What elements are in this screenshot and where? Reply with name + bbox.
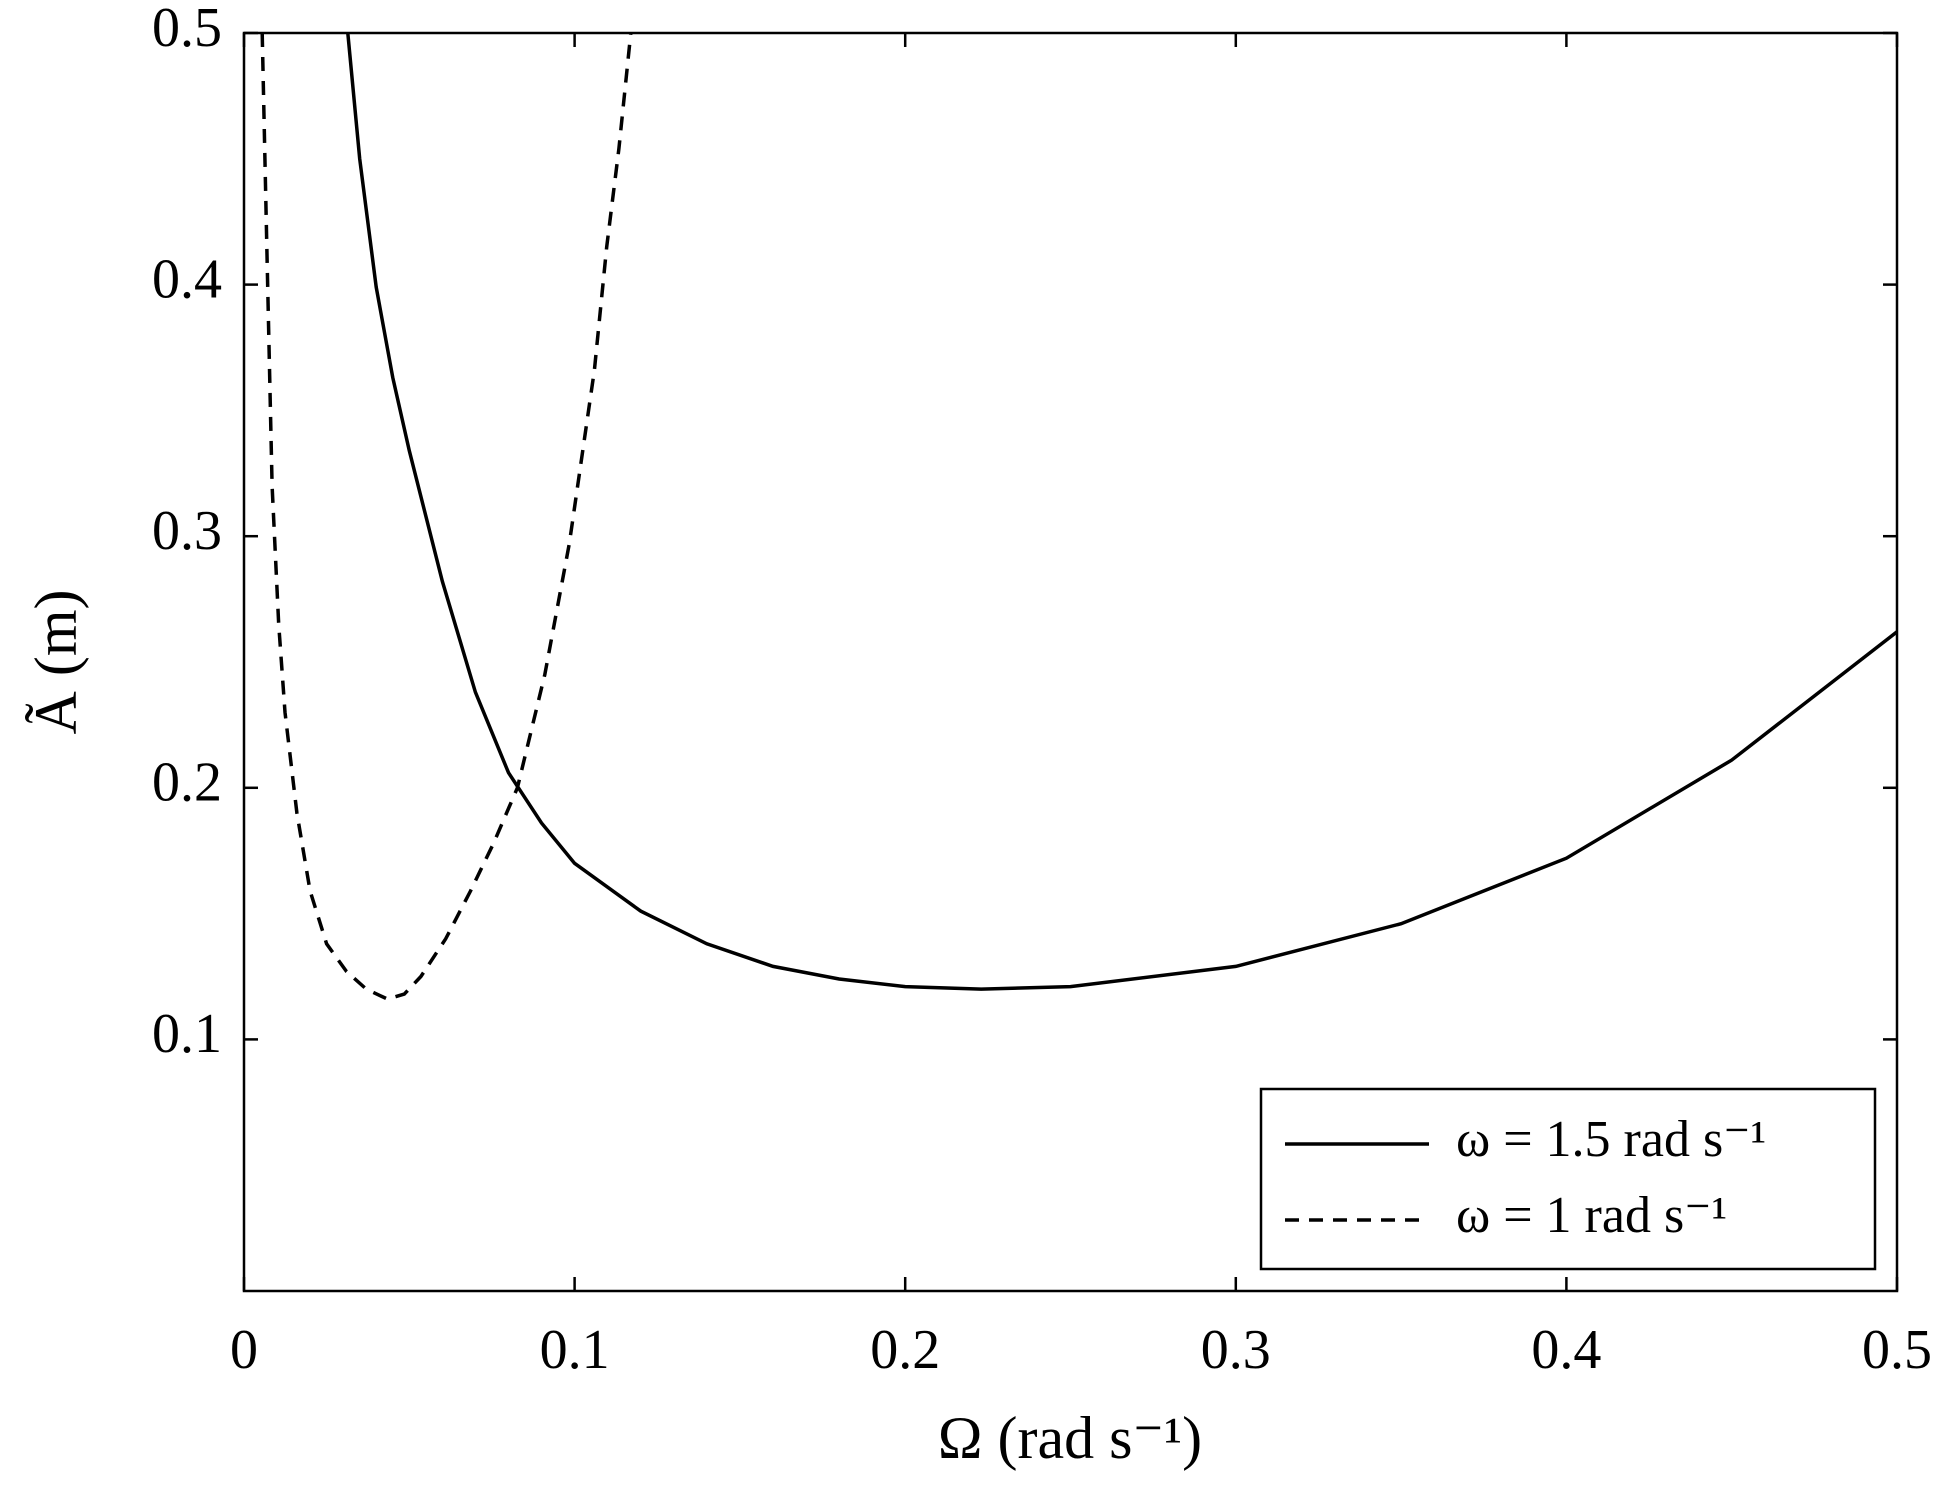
legend-label: ω = 1.5 rad s⁻¹ bbox=[1456, 1111, 1766, 1168]
x-tick-label: 0.2 bbox=[870, 1319, 940, 1381]
y-tick-label: 0.2 bbox=[152, 752, 222, 814]
y-tick-label: 0.4 bbox=[152, 248, 222, 310]
y-tick-label: 0.3 bbox=[152, 500, 222, 562]
x-tick-label: 0.1 bbox=[540, 1319, 610, 1381]
x-tick-label: 0 bbox=[230, 1319, 258, 1381]
y-axis-title: Ã (m) bbox=[23, 590, 89, 735]
x-tick-label: 0.5 bbox=[1862, 1319, 1932, 1381]
data-line bbox=[260, 33, 633, 1001]
y-tick-label: 0.1 bbox=[152, 1003, 222, 1065]
y-tick-label: 0.5 bbox=[152, 0, 222, 59]
legend-label: ω = 1 rad s⁻¹ bbox=[1456, 1187, 1727, 1244]
legend-box bbox=[1259, 1087, 1877, 1271]
x-axis-title: Ω (rad s⁻¹) bbox=[938, 1405, 1202, 1471]
plot-frame bbox=[242, 31, 1899, 1293]
x-tick-label: 0.4 bbox=[1531, 1319, 1601, 1381]
x-tick-label: 0.3 bbox=[1201, 1319, 1271, 1381]
data-line bbox=[346, 33, 1897, 991]
